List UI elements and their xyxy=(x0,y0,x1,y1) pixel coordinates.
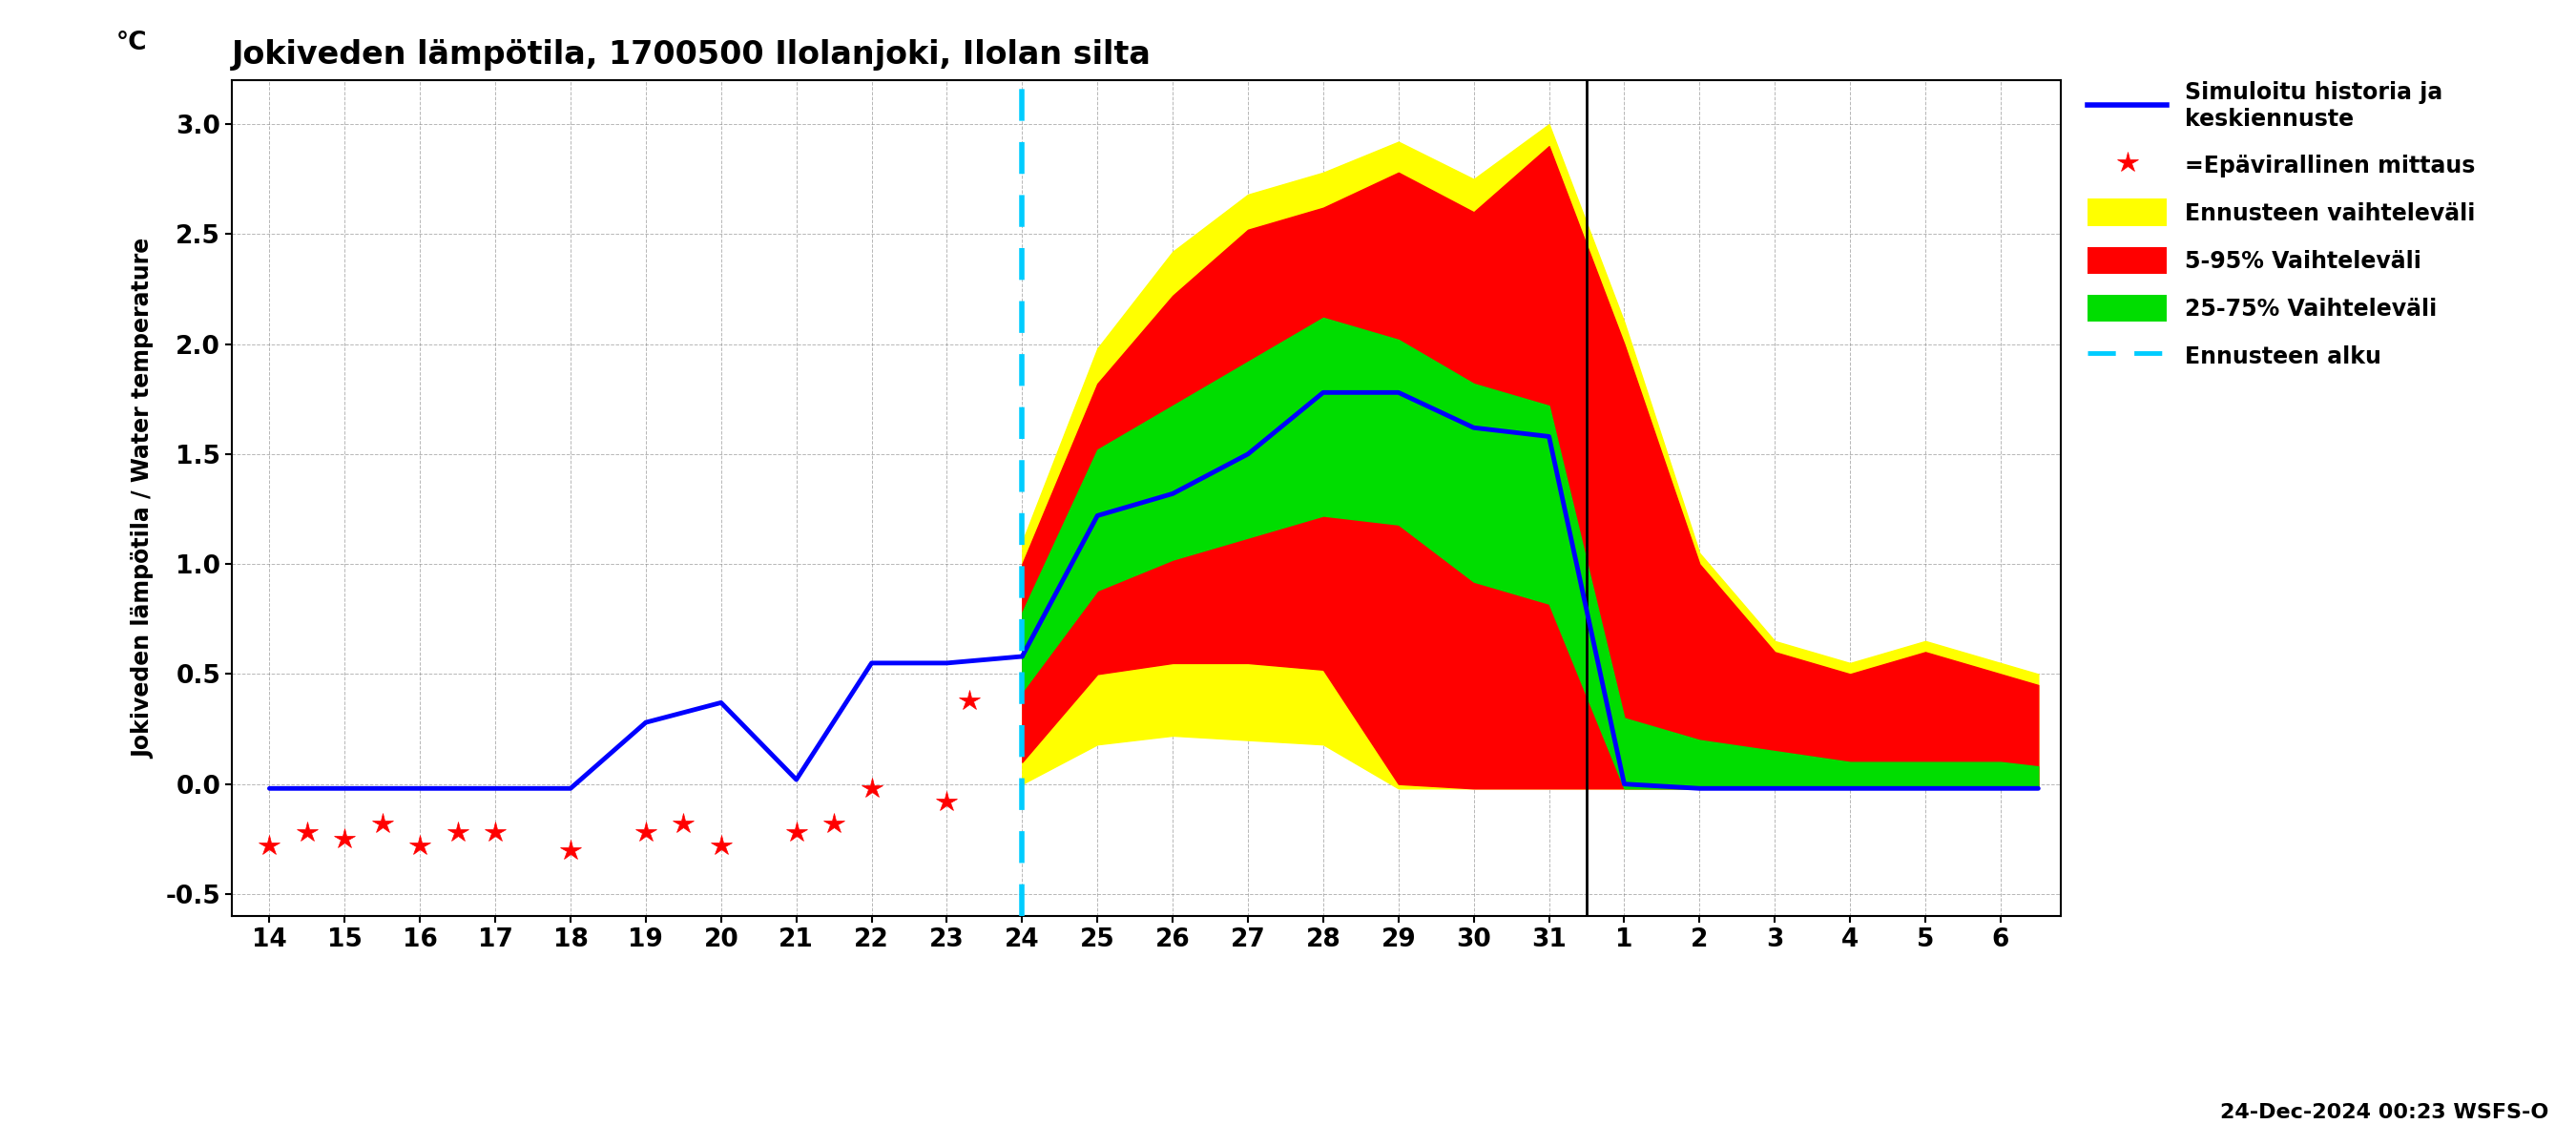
Text: °C: °C xyxy=(116,30,147,55)
Y-axis label: Jokiveden lämpötila / Water temperature: Jokiveden lämpötila / Water temperature xyxy=(131,238,155,758)
Text: 24-Dec-2024 00:23 WSFS-O: 24-Dec-2024 00:23 WSFS-O xyxy=(2221,1103,2550,1122)
Text: Jokiveden lämpötila, 1700500 Ilolanjoki, Ilolan silta: Jokiveden lämpötila, 1700500 Ilolanjoki,… xyxy=(232,39,1151,71)
Legend: Simuloitu historia ja
keskiennuste, =Epävirallinen mittaus, Ennusteen vaihtelevä: Simuloitu historia ja keskiennuste, =Epä… xyxy=(2081,74,2483,377)
